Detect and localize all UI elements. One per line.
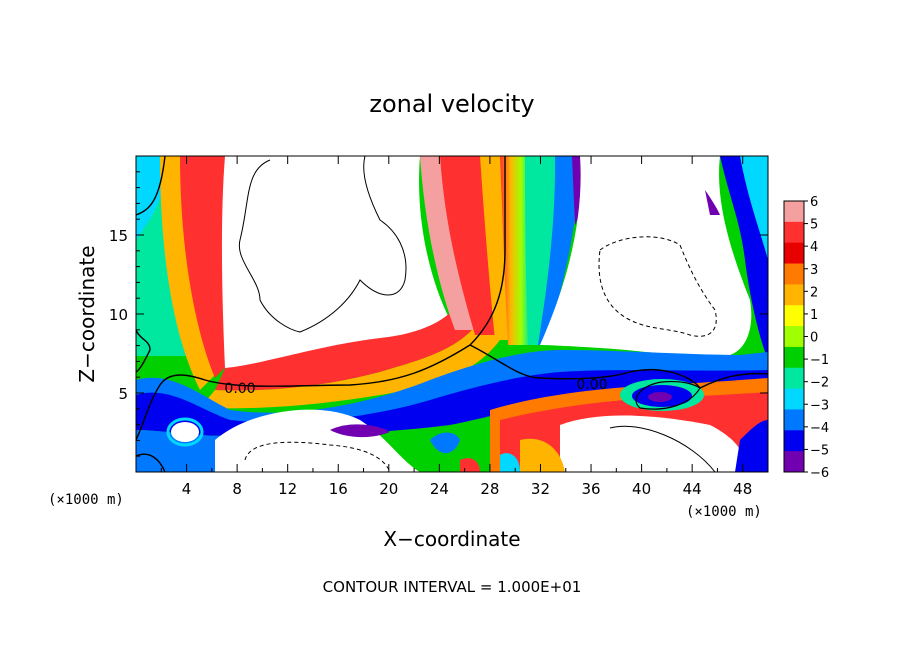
colorbar-swatch bbox=[784, 346, 804, 369]
colorbar-swatch bbox=[784, 326, 804, 348]
x-tick-label: 16 bbox=[329, 480, 348, 498]
colorbar-label: 6 bbox=[810, 195, 818, 210]
x-tick-label: 8 bbox=[232, 480, 242, 498]
colorbar-swatch bbox=[784, 263, 804, 285]
colorbar-label: −2 bbox=[810, 376, 829, 391]
x-unit-label: (×1000 m) bbox=[686, 504, 762, 520]
contour-interval-text: CONTOUR INTERVAL = 1.000E+01 bbox=[323, 578, 582, 596]
colorbar-label: 1 bbox=[810, 308, 818, 323]
heatmap-field bbox=[136, 156, 768, 472]
colorbar-swatch bbox=[784, 242, 804, 265]
x-tick-label: 48 bbox=[733, 480, 752, 498]
colorbar-swatch bbox=[784, 388, 804, 410]
x-tick-label: 12 bbox=[278, 480, 297, 498]
y-axis-label: Z−coordinate bbox=[75, 245, 99, 382]
colorbar-label: 3 bbox=[810, 263, 818, 278]
y-tick-label: 5 bbox=[118, 385, 128, 403]
x-tick-label: 20 bbox=[379, 480, 398, 498]
contour-label: 0.00 bbox=[576, 377, 607, 393]
x-tick-label: 24 bbox=[430, 480, 449, 498]
colorbar-label: −3 bbox=[810, 398, 829, 413]
colorbar-label: 2 bbox=[810, 285, 818, 300]
x-tick-label: 32 bbox=[531, 480, 550, 498]
colorbar-label: −6 bbox=[810, 466, 829, 481]
x-axis: 4 8 12 16 20 24 28 32 36 40 44 48 bbox=[160, 156, 752, 498]
x-tick-label: 4 bbox=[182, 480, 192, 498]
colorbar-label: −4 bbox=[810, 421, 829, 436]
colorbar-swatch bbox=[784, 451, 804, 473]
colorbar: 6 5 4 3 2 1 0 −1 −2 −3 −4 −5 −6 bbox=[783, 195, 829, 481]
colorbar-label: −1 bbox=[810, 353, 829, 368]
x-axis-label: X−coordinate bbox=[383, 527, 520, 551]
x-tick-label: 44 bbox=[683, 480, 702, 498]
y-axis: 5 10 15 bbox=[109, 171, 768, 457]
colorbar-swatch bbox=[784, 201, 804, 223]
colorbar-label: 5 bbox=[810, 218, 818, 233]
x-tick-label: 40 bbox=[632, 480, 651, 498]
colorbar-swatch bbox=[784, 305, 804, 327]
y-unit-label: (×1000 m) bbox=[48, 492, 124, 508]
x-tick-label: 28 bbox=[480, 480, 499, 498]
contour-label: 0.00 bbox=[224, 381, 255, 397]
chart-title: zonal velocity bbox=[369, 90, 534, 118]
colorbar-swatch bbox=[784, 409, 804, 431]
colorbar-swatch bbox=[784, 430, 804, 452]
x-tick-label: 36 bbox=[581, 480, 600, 498]
y-tick-label: 10 bbox=[109, 306, 128, 324]
colorbar-swatch bbox=[784, 221, 804, 244]
y-tick-label: 15 bbox=[109, 227, 128, 245]
colorbar-label: −5 bbox=[810, 443, 829, 458]
colorbar-swatch bbox=[784, 284, 804, 306]
colorbar-swatch bbox=[784, 367, 804, 390]
colorbar-label: 4 bbox=[810, 240, 818, 255]
colorbar-label: 0 bbox=[810, 331, 818, 346]
